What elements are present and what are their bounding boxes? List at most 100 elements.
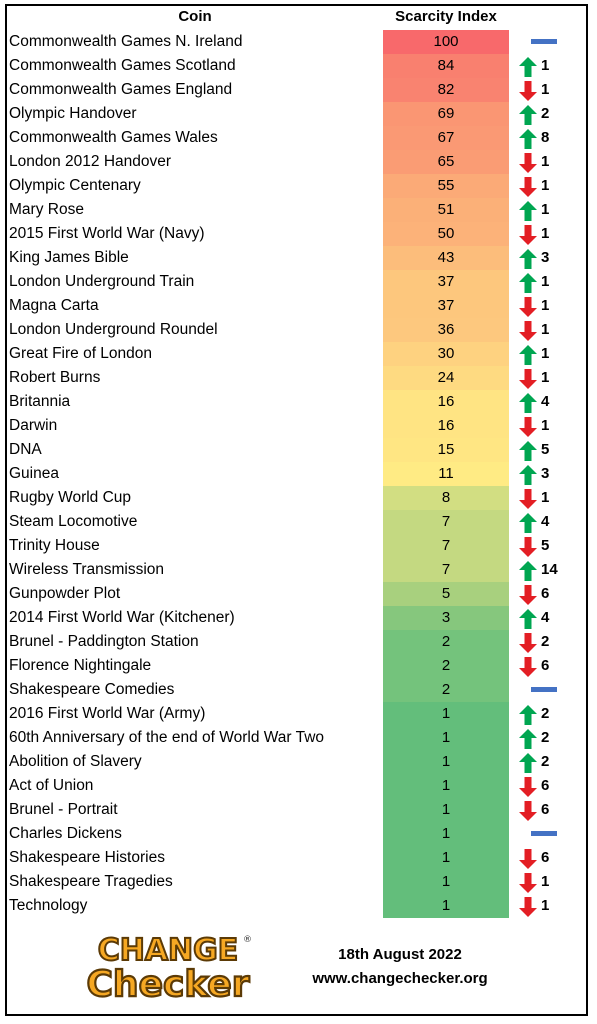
- scarcity-index-cell: 43: [383, 246, 509, 270]
- arrow-up-icon: [519, 273, 537, 293]
- rank-change-value: 2: [541, 729, 550, 746]
- arrow-up-icon: [519, 465, 537, 485]
- rank-change: 6: [519, 798, 579, 822]
- rank-change: 2: [519, 102, 579, 126]
- coin-name: Darwin: [9, 417, 58, 434]
- coin-name: Magna Carta: [9, 297, 99, 314]
- scarcity-index-cell: 84: [383, 54, 509, 78]
- arrow-up-icon: [519, 201, 537, 221]
- rank-change-value: 1: [541, 57, 550, 74]
- rank-change-value: 6: [541, 849, 550, 866]
- rank-change: 6: [519, 582, 579, 606]
- table-row: Charles Dickens 1: [0, 822, 597, 846]
- coin-name: Brunel - Paddington Station: [9, 633, 199, 650]
- website-link[interactable]: www.changechecker.org: [312, 970, 488, 987]
- table-row: Magna Carta 37 1: [0, 294, 597, 318]
- column-header-scarcity-index: Scarcity Index: [395, 8, 497, 25]
- arrow-up-icon: [519, 729, 537, 749]
- scarcity-index-cell: 37: [383, 270, 509, 294]
- scarcity-index-cell: 2: [383, 654, 509, 678]
- rank-change-value: 4: [541, 513, 550, 530]
- scarcity-index-cell: 65: [383, 150, 509, 174]
- rank-change-value: 1: [541, 873, 550, 890]
- coin-name: King James Bible: [9, 249, 129, 266]
- rank-change-value: 5: [541, 537, 550, 554]
- table-row: London 2012 Handover 65 1: [0, 150, 597, 174]
- scarcity-index-cell: 24: [383, 366, 509, 390]
- coin-name: 2016 First World War (Army): [9, 705, 206, 722]
- scarcity-index-cell: 7: [383, 534, 509, 558]
- rank-change: 3: [519, 246, 579, 270]
- rank-change-value: 2: [541, 753, 550, 770]
- rank-change-value: 1: [541, 177, 550, 194]
- svg-text:®: ®: [243, 935, 252, 945]
- arrow-down-icon: [519, 633, 537, 653]
- coin-name: Shakespeare Histories: [9, 849, 165, 866]
- rank-change: 1: [519, 174, 579, 198]
- coin-name: Great Fire of London: [9, 345, 153, 362]
- coin-name: London Underground Roundel: [9, 321, 218, 338]
- rank-change: 1: [519, 222, 579, 246]
- arrow-down-icon: [519, 849, 537, 869]
- arrow-down-icon: [519, 873, 537, 893]
- rank-change-value: 1: [541, 225, 550, 242]
- arrow-up-icon: [519, 57, 537, 77]
- table-row: Shakespeare Tragedies 1 1: [0, 870, 597, 894]
- arrow-down-icon: [519, 417, 537, 437]
- rank-change: 1: [519, 78, 579, 102]
- coin-name: 2015 First World War (Navy): [9, 225, 205, 242]
- table-row: Technology 1 1: [0, 894, 597, 918]
- coin-name: Trinity House: [9, 537, 100, 554]
- arrow-down-icon: [519, 777, 537, 797]
- rank-change: 1: [519, 870, 579, 894]
- coin-name: Olympic Handover: [9, 105, 137, 122]
- arrow-down-icon: [519, 489, 537, 509]
- rank-change-value: 8: [541, 129, 550, 146]
- table-row: DNA 15 5: [0, 438, 597, 462]
- rank-change-value: 4: [541, 393, 550, 410]
- scarcity-index-cell: 16: [383, 390, 509, 414]
- scarcity-index-cell: 67: [383, 126, 509, 150]
- table-row: Guinea 11 3: [0, 462, 597, 486]
- arrow-up-icon: [519, 609, 537, 629]
- rank-change: [519, 678, 579, 702]
- rank-change-value: 1: [541, 297, 550, 314]
- coin-name: Guinea: [9, 465, 59, 482]
- report-date: 18th August 2022: [338, 946, 462, 963]
- svg-text:CHANGE: CHANGE: [98, 933, 239, 968]
- scarcity-index-cell: 55: [383, 174, 509, 198]
- arrow-up-icon: [519, 249, 537, 269]
- table-row: Wireless Transmission 7 14: [0, 558, 597, 582]
- rank-change-value: 6: [541, 777, 550, 794]
- table-row: Trinity House 7 5: [0, 534, 597, 558]
- table-row: Commonwealth Games Scotland 84 1: [0, 54, 597, 78]
- rank-change: 6: [519, 774, 579, 798]
- rank-change: 6: [519, 654, 579, 678]
- rank-change-value: 6: [541, 585, 550, 602]
- scarcity-index-cell: 7: [383, 510, 509, 534]
- coin-name: Commonwealth Games England: [9, 81, 233, 98]
- arrow-down-icon: [519, 537, 537, 557]
- table-row: Commonwealth Games N. Ireland 100: [0, 30, 597, 54]
- rank-change-value: 3: [541, 249, 550, 266]
- table-row: London Underground Train 37 1: [0, 270, 597, 294]
- scarcity-index-cell: 82: [383, 78, 509, 102]
- rank-change: 4: [519, 390, 579, 414]
- rank-change-value: 3: [541, 465, 550, 482]
- scarcity-index-cell: 69: [383, 102, 509, 126]
- scarcity-index-cell: 30: [383, 342, 509, 366]
- table-row: Abolition of Slavery 1 2: [0, 750, 597, 774]
- rank-change-value: 1: [541, 273, 550, 290]
- rank-change: 1: [519, 342, 579, 366]
- arrow-up-icon: [519, 129, 537, 149]
- rank-change-value: 1: [541, 489, 550, 506]
- rank-change-value: 1: [541, 345, 550, 362]
- rank-change: [519, 822, 579, 846]
- coin-name: Brunel - Portrait: [9, 801, 118, 818]
- no-change-dash-icon: [531, 39, 557, 44]
- scarcity-index-cell: 1: [383, 774, 509, 798]
- arrow-down-icon: [519, 657, 537, 677]
- rank-change-value: 1: [541, 369, 550, 386]
- rank-change: 1: [519, 414, 579, 438]
